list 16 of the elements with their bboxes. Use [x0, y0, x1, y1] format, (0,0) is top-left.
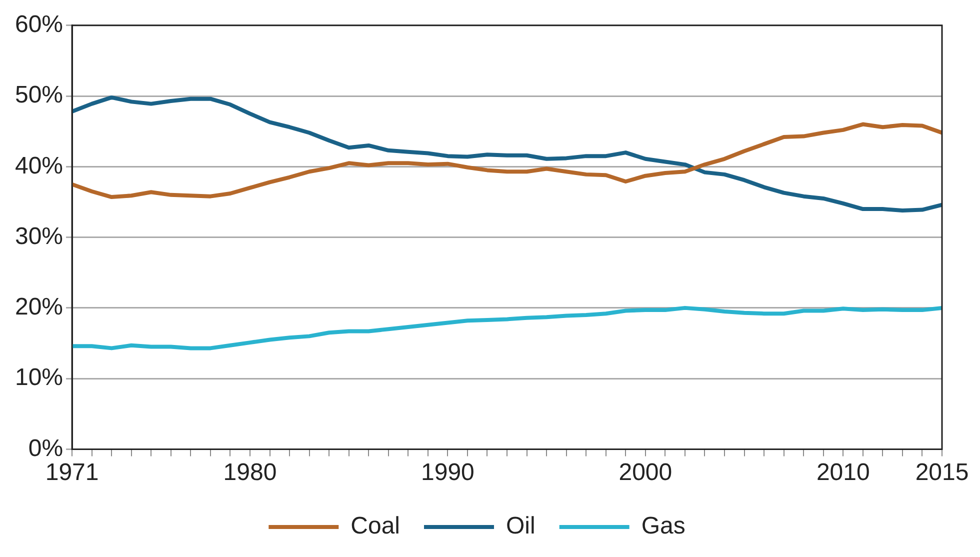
- x-tick-label: 2000: [618, 459, 672, 486]
- y-tick-label: 30%: [14, 222, 64, 250]
- y-tick-label: 0%: [28, 434, 64, 462]
- x-tick-label: 1971: [45, 459, 99, 486]
- x-tick-label: 1990: [421, 459, 474, 486]
- x-tick-label: 1980: [223, 459, 277, 486]
- y-tick-label: 40%: [14, 152, 64, 180]
- y-tick-label: 10%: [14, 364, 64, 392]
- y-tick-label: 50%: [14, 82, 64, 109]
- legend-label: Gas: [641, 512, 686, 540]
- legend-label: Oil: [506, 512, 536, 540]
- x-tick-label: 2010: [816, 459, 870, 486]
- y-tick-label: 60%: [14, 11, 64, 38]
- x-tick-label: 2015: [915, 459, 969, 486]
- legend-label: Coal: [350, 512, 400, 540]
- y-tick-label: 20%: [14, 294, 64, 321]
